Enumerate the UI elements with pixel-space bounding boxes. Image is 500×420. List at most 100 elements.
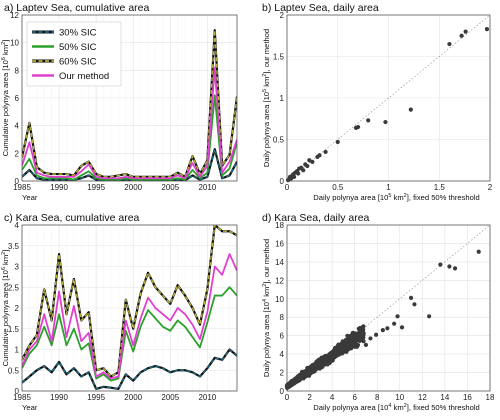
chart-title: b) Laptev Sea, daily area (262, 2, 379, 14)
x-tick-label: 1995 (87, 183, 105, 192)
x-tick-label: 1 (386, 183, 391, 192)
scatter-cloud-point (340, 344, 345, 350)
x-tick-label: 1.5 (434, 183, 446, 192)
series-line-our-method (22, 66, 237, 180)
y-tick-label: 1 (280, 94, 285, 103)
scatter-point (330, 355, 335, 360)
legend-entry: 50% SIC (59, 42, 97, 53)
y-tick-label: 14 (275, 258, 284, 267)
y-tick-label: 16 (275, 239, 284, 248)
scatter-cloud-point (307, 370, 312, 375)
y-tick-label: 0.5 (273, 136, 285, 145)
y-tick-label: 6 (280, 332, 285, 341)
y-tick-label: 1.5 (273, 53, 285, 62)
y-tick-label: 6 (15, 94, 20, 103)
legend-entry: Our method (59, 71, 109, 82)
axes-frame (286, 14, 491, 182)
x-tick-label: 4 (330, 393, 335, 402)
x-axis-label: Year (22, 193, 38, 202)
scatter-cloud-point (348, 343, 353, 348)
x-tick-label: 10 (395, 393, 404, 402)
chart-panel-0: 1985 1990 1995 2000 2005 2010 0 2 4 6 8 10 12a) Lapt… (1, 2, 238, 202)
y-tick-label: 4 (15, 122, 20, 131)
scatter-cloud-point (300, 374, 305, 379)
axes-frame (21, 224, 238, 392)
scatter-point (408, 107, 413, 112)
series-line-50-sic (22, 286, 237, 382)
scatter-point (305, 163, 310, 169)
y-tick-label: 2 (15, 149, 20, 158)
y-axis-label: Daily polynya area [105 km2], our method (262, 29, 271, 167)
x-tick-label: 2005 (161, 393, 179, 402)
scatter-point (476, 249, 481, 254)
chart-title: c) Kara Sea, cumulative area (4, 212, 140, 224)
scatter-point (459, 33, 464, 38)
y-tick-label: 3 (15, 263, 20, 272)
series-line-50-sic (22, 94, 237, 181)
x-tick-label: 0 (285, 183, 290, 192)
y-tick-label: 12 (275, 276, 284, 285)
y-tick-label: 4 (280, 350, 285, 359)
x-tick-label: 1990 (50, 183, 68, 192)
series-line-30-sic (22, 148, 237, 181)
scatter-point (452, 266, 458, 271)
scatter-point (392, 321, 397, 326)
series-line-60-sic (22, 29, 237, 178)
scatter-cloud-point (335, 349, 340, 354)
x-tick-label: 1990 (50, 393, 68, 402)
y-tick-label: 8 (280, 313, 285, 322)
y-tick-label: 1 (15, 346, 20, 355)
scatter-cloud-point (315, 359, 320, 364)
scatter-cloud-point (293, 377, 298, 382)
scatter-cloud-point (343, 344, 349, 349)
chart-title: a) Laptev Sea, cumulative area (4, 2, 149, 14)
x-tick-label: 1985 (13, 183, 31, 192)
scatter-point (317, 153, 322, 158)
y-tick-label: 8 (15, 66, 20, 75)
scatter-point (310, 159, 315, 165)
scatter-point (359, 329, 364, 335)
legend: 30% SIC 50% SIC 60% SIC Our method (26, 21, 122, 87)
x-axis-label: Daily polynya area [104 km2], fixed 50% … (313, 403, 480, 412)
axes-frame (286, 224, 491, 392)
y-tick-label: 4 (15, 221, 20, 230)
scatter-point (335, 139, 340, 145)
scatter-point (395, 314, 400, 319)
scatter-point (292, 174, 297, 179)
scatter-point (344, 348, 349, 353)
scatter-cloud-point (340, 339, 345, 344)
scatter-point (354, 344, 360, 349)
scatter-cloud-point (285, 383, 291, 389)
y-tick-label: 3.5 (8, 242, 20, 251)
legend-entry: 30% SIC (59, 28, 97, 39)
y-tick-label: 2 (280, 11, 285, 20)
scatter-point (427, 314, 432, 319)
scatter-point (383, 119, 388, 125)
y-tick-label: 0 (15, 387, 20, 396)
x-tick-label: 2 (488, 183, 493, 192)
scatter-point (296, 171, 301, 176)
scatter-cloud-point (312, 364, 317, 369)
y-tick-label: 1.5 (8, 325, 20, 334)
y-axis-label: Cumulative polynya area [106 km2] (1, 250, 10, 367)
scatter-point (301, 168, 306, 173)
chart-title: d) Kara Sea, daily area (262, 212, 370, 224)
scatter-cloud-point (312, 368, 317, 373)
series-line-30-sic (22, 348, 237, 390)
chart-panel-1: 0 0.5 1 1.5 200.511.52b) Laptev Sea, daily a… (262, 2, 493, 202)
scatter-point (447, 264, 452, 269)
scatter-point (484, 27, 490, 32)
scatter-point (355, 124, 361, 130)
y-tick-label: 2 (15, 304, 20, 313)
scatter-point (363, 342, 369, 347)
scatter-cloud-point (361, 324, 366, 329)
scatter-point (349, 339, 354, 344)
scatter-point (447, 41, 452, 47)
scatter-cloud-point (351, 332, 356, 338)
x-tick-label: 12 (418, 393, 427, 402)
y-tick-label: 0 (280, 177, 285, 186)
x-axis-label: Daily polynya area [105 km2], fixed 50% … (313, 193, 480, 202)
x-tick-label: 2005 (161, 183, 179, 192)
